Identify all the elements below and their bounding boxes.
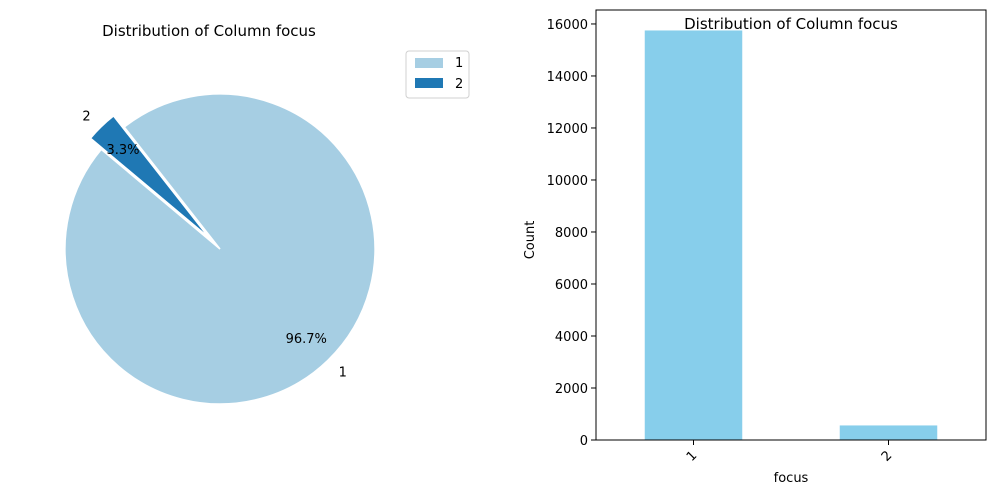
y-tick-label: 8000 xyxy=(555,226,588,241)
y-tick-label: 4000 xyxy=(555,330,588,345)
bar-y-axis: 0 2000 4000 6000 8000 10000 12000 14000 16000 xyxy=(547,18,596,449)
pie-slice-2 xyxy=(89,114,210,239)
bar-y-axis-label: Count xyxy=(523,221,538,260)
legend-swatch-2 xyxy=(415,78,443,88)
bar-chart-panel: Distribution of Column focus 0 2000 4000 60… xyxy=(523,9,987,486)
legend-label-2: 2 xyxy=(455,77,463,92)
pie-category-label: 1 xyxy=(339,366,347,381)
bar-2 xyxy=(839,425,938,440)
legend-swatch-1 xyxy=(415,58,443,68)
pie-percent-label: 3.3% xyxy=(106,143,139,158)
y-tick-label: 12000 xyxy=(547,122,588,137)
x-tick-label: 1 xyxy=(684,448,700,464)
bars xyxy=(644,30,938,441)
y-tick-label: 6000 xyxy=(555,278,588,293)
pie-slices xyxy=(64,93,376,405)
pie-chart-panel: Distribution of Column focus 1 96.7% 2 3.3%… xyxy=(64,22,470,405)
pie-slice-1 xyxy=(64,93,376,405)
y-tick-label: 10000 xyxy=(547,174,588,189)
y-tick-label: 2000 xyxy=(555,382,588,397)
pie-chart-title: Distribution of Column focus xyxy=(102,22,316,40)
pie-percent-label: 96.7% xyxy=(286,332,327,347)
x-tick-label: 2 xyxy=(879,448,895,464)
y-tick-label: 0 xyxy=(580,434,588,449)
bar-axes-frame xyxy=(595,9,987,441)
pie-labels: 1 96.7% 2 3.3% xyxy=(82,109,346,380)
bar-x-axis-label: focus xyxy=(774,471,809,486)
pie-legend: 1 2 xyxy=(405,50,470,99)
bar-chart-title: Distribution of Column focus xyxy=(684,15,898,33)
bar-1 xyxy=(644,30,743,441)
pie-category-label: 2 xyxy=(82,109,90,124)
y-tick-label: 14000 xyxy=(547,70,588,85)
legend-label-1: 1 xyxy=(455,56,463,71)
y-tick-label: 16000 xyxy=(547,18,588,33)
